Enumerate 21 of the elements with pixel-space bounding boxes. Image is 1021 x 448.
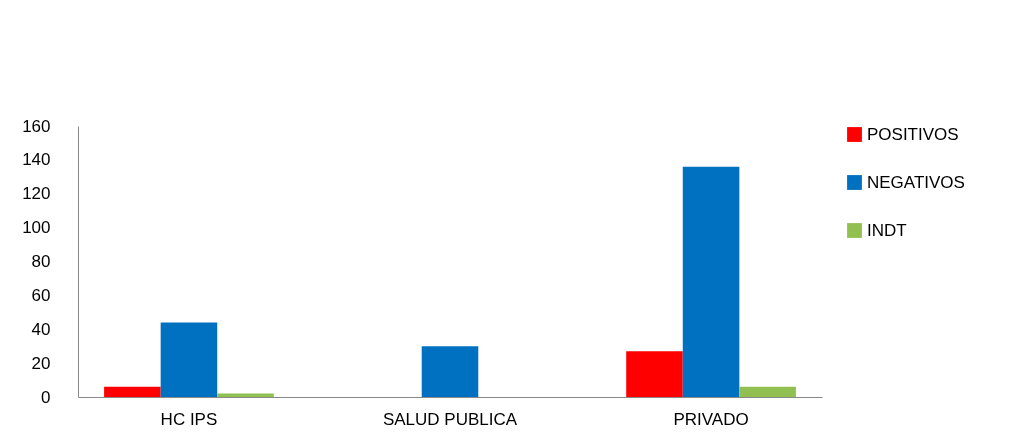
legend-label: NEGATIVOS <box>867 172 965 192</box>
y-tick-label: 120 <box>22 184 51 204</box>
y-tick-label: 160 <box>22 116 51 136</box>
y-tick-label: 100 <box>22 218 51 238</box>
y-tick-label: 0 <box>41 387 51 407</box>
x-tick-label: HC IPS <box>160 409 218 429</box>
y-tick-label: 40 <box>31 319 51 339</box>
bar <box>160 322 218 397</box>
bar <box>421 346 479 397</box>
y-tick-label: 80 <box>31 252 51 271</box>
x-tick-label: PRIVADO <box>673 409 749 429</box>
y-tick-label: 20 <box>31 353 51 373</box>
legend-label: POSITIVOS <box>867 124 959 144</box>
bar <box>682 166 740 397</box>
bar <box>626 351 683 397</box>
x-tick-label: SALUD PUBLICA <box>382 409 518 429</box>
bar <box>104 386 161 397</box>
bar <box>739 386 796 397</box>
legend-label: INDT <box>867 220 907 240</box>
y-tick-label: 140 <box>22 150 51 170</box>
y-tick-label: 60 <box>31 285 51 305</box>
